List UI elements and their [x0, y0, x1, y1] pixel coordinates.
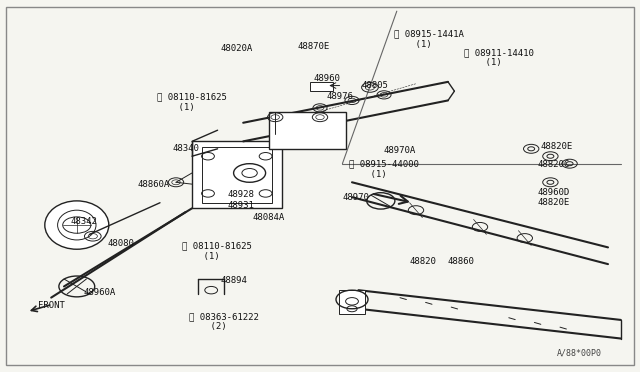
Text: 48970: 48970	[342, 193, 369, 202]
Text: Ⓢ 08363-61222
    (2): Ⓢ 08363-61222 (2)	[189, 312, 259, 331]
Text: Ⓜ 08915-1441A
    (1): Ⓜ 08915-1441A (1)	[394, 29, 463, 49]
Text: 48870E: 48870E	[298, 42, 330, 51]
FancyBboxPatch shape	[339, 290, 365, 314]
Text: 48805: 48805	[362, 81, 388, 90]
Text: 48342: 48342	[70, 217, 97, 226]
Text: 48860: 48860	[448, 257, 475, 266]
Text: 48820C: 48820C	[538, 160, 570, 169]
Text: 48820E: 48820E	[538, 198, 570, 207]
Text: 48340: 48340	[173, 144, 200, 153]
Text: 48976: 48976	[326, 92, 353, 101]
Text: 48820E: 48820E	[541, 142, 573, 151]
Text: 48931: 48931	[227, 201, 254, 210]
Text: 48960A: 48960A	[83, 288, 115, 296]
Text: 48820: 48820	[410, 257, 436, 266]
Text: Ⓝ 08911-14410
    (1): Ⓝ 08911-14410 (1)	[464, 48, 534, 67]
Text: 48860A: 48860A	[138, 180, 170, 189]
Text: 48020A: 48020A	[221, 44, 253, 53]
Text: Ⓜ 08915-44000
    (1): Ⓜ 08915-44000 (1)	[349, 160, 419, 179]
Text: 48970A: 48970A	[384, 146, 416, 155]
Text: 48894: 48894	[221, 276, 248, 285]
Text: 48928: 48928	[227, 190, 254, 199]
FancyBboxPatch shape	[310, 82, 333, 91]
Text: FRONT: FRONT	[38, 301, 65, 310]
Ellipse shape	[45, 201, 109, 249]
FancyBboxPatch shape	[202, 147, 272, 203]
Text: Ⓑ 08110-81625
    (1): Ⓑ 08110-81625 (1)	[157, 93, 227, 112]
Text: A/88*00P0: A/88*00P0	[557, 348, 602, 357]
Text: 48960: 48960	[314, 74, 340, 83]
Text: 48960D: 48960D	[538, 188, 570, 197]
FancyBboxPatch shape	[192, 141, 282, 208]
Text: 48080: 48080	[108, 239, 134, 248]
Text: Ⓑ 08110-81625
    (1): Ⓑ 08110-81625 (1)	[182, 241, 252, 261]
FancyBboxPatch shape	[269, 112, 346, 149]
Text: 48084A: 48084A	[253, 213, 285, 222]
Ellipse shape	[58, 210, 96, 240]
